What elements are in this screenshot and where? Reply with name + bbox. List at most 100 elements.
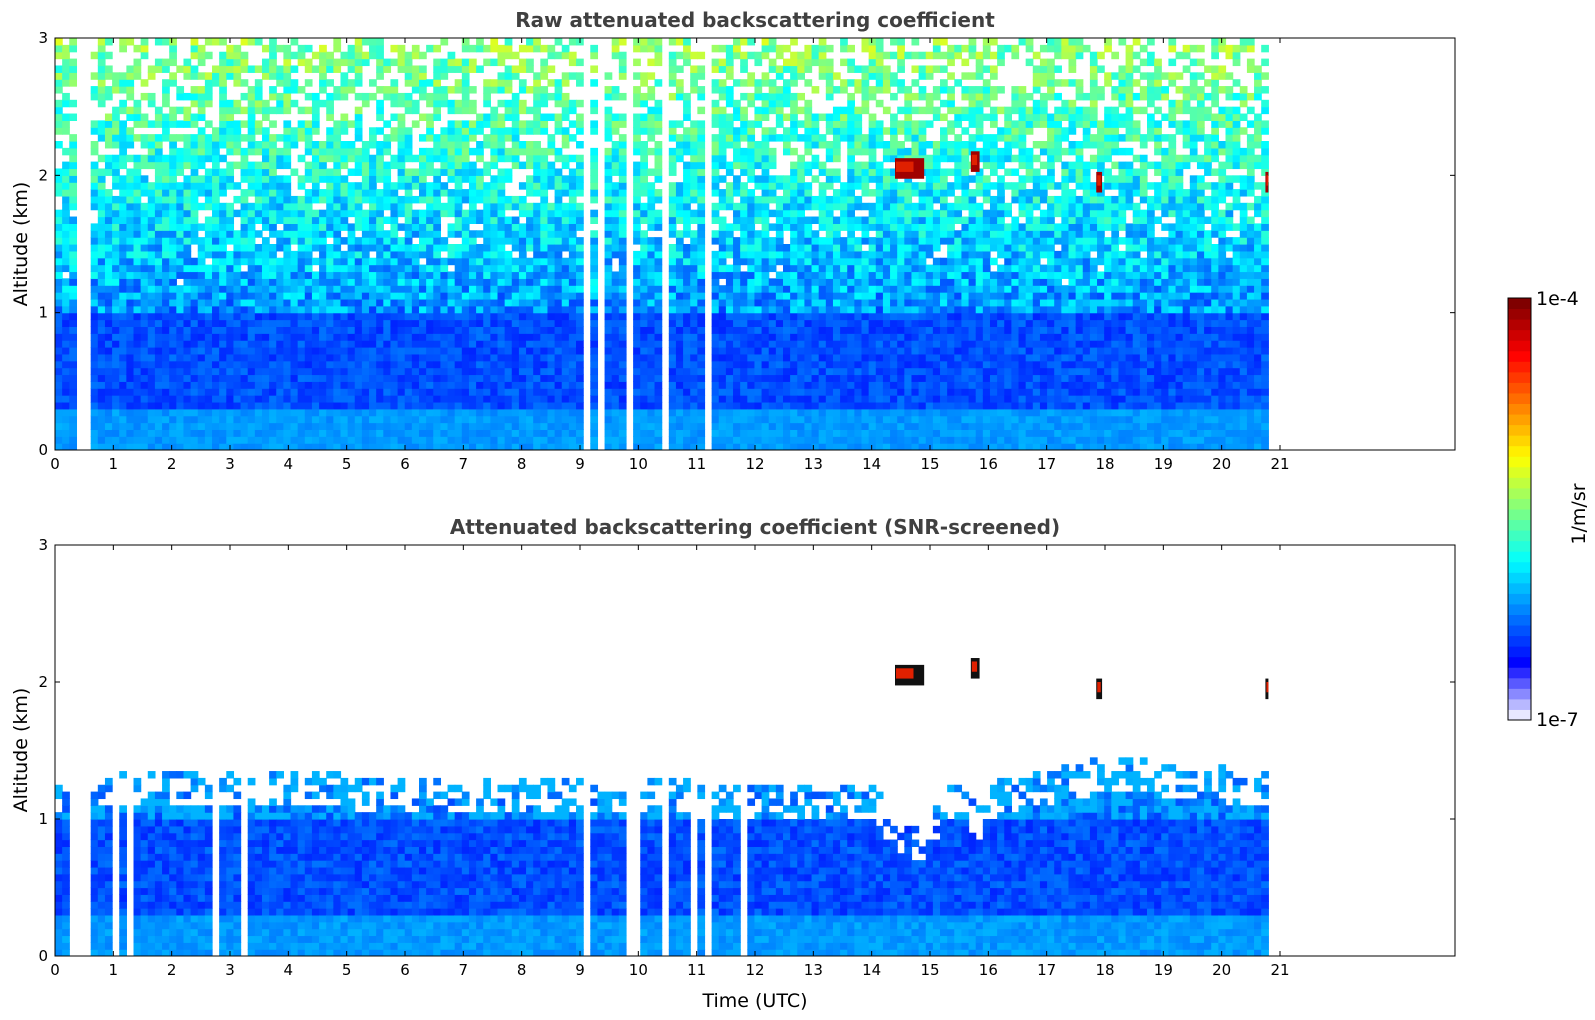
heatmap-cell (219, 141, 227, 149)
heatmap-cell (533, 154, 541, 163)
heatmap-cell (311, 278, 320, 286)
heatmap-cell (311, 298, 320, 307)
heatmap-cell (761, 195, 770, 204)
heatmap-cell (511, 141, 520, 149)
heatmap-cell (576, 202, 584, 211)
heatmap-cell (468, 374, 477, 382)
heatmap-cell (697, 312, 706, 321)
heatmap-cell (176, 257, 185, 266)
heatmap-cell (433, 388, 442, 396)
heatmap-cell (497, 326, 506, 334)
heatmap-cell (654, 189, 663, 197)
heatmap-cell (725, 189, 734, 197)
heatmap-cell (119, 127, 127, 135)
heatmap-cell (768, 353, 777, 362)
heatmap-cell (554, 237, 563, 245)
heatmap-cell (333, 65, 342, 73)
heatmap-cell (647, 216, 656, 224)
heatmap-cell (775, 415, 784, 424)
heatmap-cell (304, 298, 313, 307)
heatmap-cell (112, 340, 120, 348)
heatmap-cell (333, 147, 342, 156)
heatmap-cell (261, 189, 270, 197)
heatmap-cell (383, 415, 392, 424)
heatmap-cell (604, 292, 613, 300)
heatmap-cell (176, 319, 185, 327)
heatmap-cell (633, 415, 641, 424)
heatmap-cell (212, 202, 220, 211)
heatmap-cell (461, 408, 470, 417)
heatmap-cell (668, 360, 677, 369)
heatmap-cell (261, 154, 270, 163)
heatmap-cell (540, 44, 549, 53)
heatmap-cell (540, 367, 549, 376)
heatmap-cell (204, 381, 213, 389)
heatmap-cell (775, 285, 784, 293)
heatmap-cell (561, 374, 570, 382)
heatmap-cell (261, 429, 270, 437)
heatmap-cell (490, 223, 499, 231)
heatmap-cell (304, 436, 313, 444)
heatmap-cell (126, 443, 135, 450)
heatmap-cell (254, 195, 263, 204)
heatmap-cell (783, 292, 791, 300)
heatmap-cell (311, 408, 320, 417)
heatmap-cell (190, 305, 199, 314)
heatmap-cell (690, 230, 698, 238)
heatmap-cell (233, 298, 242, 307)
heatmap-cell (397, 312, 406, 321)
heatmap-cell (440, 38, 449, 46)
heatmap-cell (554, 79, 563, 87)
heatmap-cell (119, 278, 127, 286)
heatmap-cell (611, 202, 620, 211)
heatmap-cell (526, 436, 534, 444)
heatmap-cell (276, 216, 284, 224)
heatmap-cell (176, 271, 185, 279)
heatmap-cell (204, 147, 213, 156)
heatmap-cell (647, 381, 656, 389)
heatmap-cell (319, 237, 327, 245)
heatmap-cell (426, 395, 434, 403)
heatmap-cell (511, 244, 520, 252)
heatmap-cell (283, 429, 292, 437)
heatmap-cell (426, 264, 434, 273)
heatmap-cell (447, 285, 456, 293)
heatmap-cell (319, 292, 327, 300)
heatmap-cell (747, 319, 756, 327)
heatmap-cell (461, 353, 470, 362)
heatmap-cell (447, 230, 456, 238)
heatmap-cell (319, 209, 327, 218)
heatmap-cell (590, 278, 599, 286)
heatmap-cell (261, 147, 270, 156)
heatmap-cell (468, 189, 477, 197)
heatmap-cell (725, 51, 734, 60)
heatmap-cell (476, 408, 484, 417)
heatmap-cell (240, 326, 249, 334)
heatmap-cell (376, 415, 384, 424)
heatmap-cell (383, 353, 392, 362)
heatmap-cell (483, 44, 491, 53)
heatmap-cell (683, 408, 691, 417)
heatmap-cell (476, 244, 484, 252)
heatmap-cell (197, 237, 206, 245)
heatmap-cell (683, 168, 691, 176)
heatmap-cell (147, 292, 156, 300)
heatmap-cell (754, 326, 763, 334)
heatmap-cell (483, 436, 491, 444)
heatmap-cell (133, 319, 142, 327)
heatmap-cell (404, 154, 413, 163)
heatmap-cell (533, 292, 541, 300)
heatmap-cell (690, 120, 698, 128)
heatmap-cell (261, 298, 270, 307)
heatmap-cell (433, 250, 442, 259)
heatmap-cell (561, 257, 570, 266)
heatmap-cell (326, 189, 334, 197)
heatmap-cell (354, 120, 363, 128)
heatmap-cell (333, 86, 342, 94)
heatmap-cell (319, 168, 327, 176)
heatmap-cell (133, 154, 142, 163)
heatmap-cell (369, 292, 377, 300)
heatmap-cell (269, 147, 277, 156)
heatmap-cell (604, 367, 613, 376)
heatmap-cell (169, 38, 177, 46)
